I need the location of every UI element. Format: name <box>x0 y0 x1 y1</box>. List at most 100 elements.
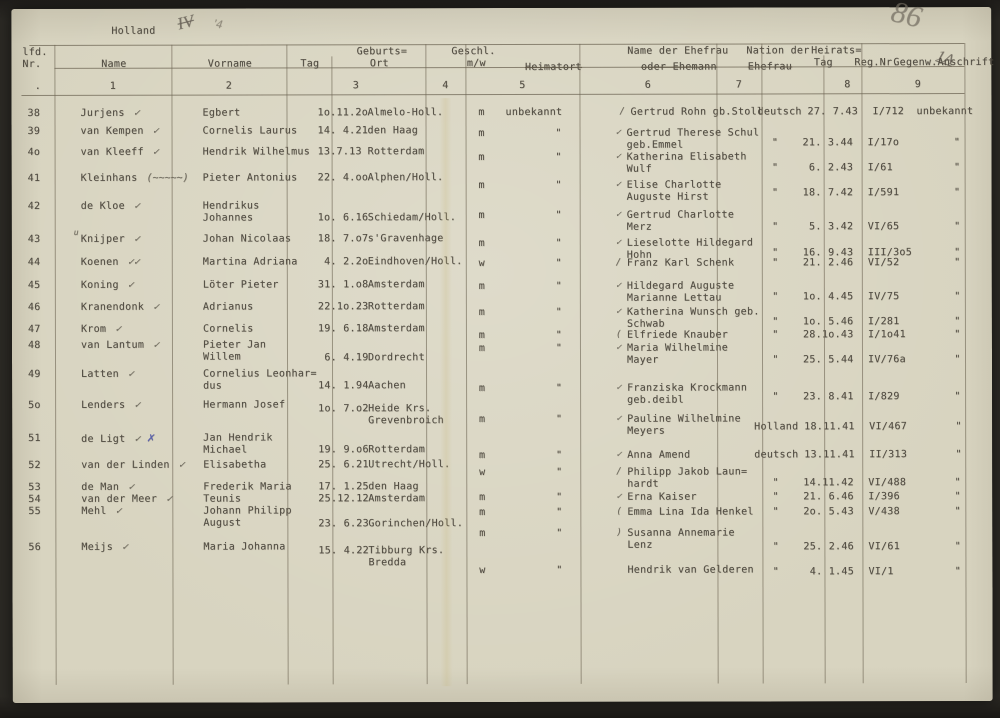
cell-vorname: Cornelis Laurus <box>202 125 298 137</box>
pencil-check-mark: ✓✓ <box>127 256 140 268</box>
name-text: van der Meer <box>81 493 158 505</box>
pencil-check-mark: ✓ <box>133 200 140 212</box>
cell-geschlecht: w <box>479 467 486 479</box>
cell-name: Kleinhans (~~~~~) <box>61 173 198 185</box>
cell-vorname: Elisabetha <box>203 459 267 471</box>
header-reg-nr: Reg.Nr. <box>854 57 899 69</box>
name-text: Mehl <box>81 505 107 517</box>
pencil-check-mark: ✓ <box>128 481 135 493</box>
pencil-check-mark: ✓ <box>615 237 622 248</box>
name-text: Kranendonk <box>80 301 145 313</box>
header-nr-dot: . <box>34 80 42 92</box>
pencil-check-mark: ✓ <box>121 541 129 553</box>
cell-vorname: Martina Adriana <box>202 256 298 268</box>
cell-reg-nr: I/591 <box>867 187 900 199</box>
name-text: Meijs <box>81 541 114 553</box>
name-text: van Kempen <box>80 125 144 137</box>
pencil-check-mark: ✓ <box>615 179 622 190</box>
cell-name: van Lantum ✓ <box>61 340 198 352</box>
cell-vorname: Löter Pieter <box>202 279 279 291</box>
cell-name: van Kleeff ✓ <box>61 147 198 159</box>
scanned-registry-page: Holland IV '4 86 1A lfd. Geburts= Geschl… <box>11 0 995 704</box>
cell-heimatort: " <box>556 527 563 539</box>
header-gegenw-anschrift: Gegenw.Anschrift <box>893 56 995 69</box>
pencil-check-mark: ✓ <box>616 413 622 424</box>
name-text: Jurjens <box>80 107 125 119</box>
cell-gegenw-anschrift: " <box>954 257 961 269</box>
cell-gegenw-anschrift: " <box>954 354 961 366</box>
ehefrau-text: Franz Karl Schenk <box>626 257 735 269</box>
cell-geburts-tag: 14. 4.21 <box>317 125 369 137</box>
cell-name: Latten ✓ <box>61 369 198 381</box>
cell-vorname: Cornelius Leonhar= dus <box>203 368 317 392</box>
pencil-check-mark: ✓ <box>127 368 135 380</box>
name-text: Lenders <box>81 399 126 411</box>
cell-geburts-tag: 23. 6.23 <box>318 518 369 530</box>
col-number-1: 1 <box>109 80 117 92</box>
cell-name: van der Linden ✓ <box>61 460 198 472</box>
pencil-check-mark: / <box>615 257 622 268</box>
cell-vorname: Teunis <box>203 493 242 505</box>
cell-vorname: Hendrik Wilhelmus <box>202 146 311 158</box>
cell-name: Koenen ✓✓ <box>61 257 198 269</box>
pencil-check-mark: ✓ <box>166 493 173 505</box>
cell-name: Kranendonk ✓ <box>61 302 198 314</box>
pencil-check-mark: ✓ <box>152 125 159 137</box>
name-text: van Lantum <box>80 339 145 351</box>
cell-heimatort: " <box>555 382 563 394</box>
cell-heimatort: " <box>555 179 562 191</box>
pencil-check-mark: ✓ <box>133 107 140 119</box>
cell-nation: " <box>772 221 779 233</box>
cell-vorname: Pieter Jan Willem <box>202 339 267 363</box>
cell-vorname: Hendrikus Johannes <box>202 200 260 224</box>
cell-heimatort: " <box>555 413 563 425</box>
name-text: de Man <box>81 481 120 493</box>
cell-heirats-tag: 27. 7.43 <box>807 106 859 118</box>
pencil-overmark: u <box>73 227 79 237</box>
cell-name: Jurjens ✓ <box>60 108 197 120</box>
name-text: van Kleeff <box>80 146 144 158</box>
name-text: van der Linden <box>81 459 170 471</box>
cell-geburts-tag: 19. 6.18 <box>317 323 369 335</box>
header-mw: m/w <box>466 58 486 70</box>
cell-vorname: Adrianus <box>202 301 254 313</box>
cell-name: Krom ✓ <box>61 324 198 336</box>
cell-geburts-tag: 19. 9.o6 <box>318 444 369 456</box>
cell-geburts-tag: 22. 4.oo <box>317 172 369 184</box>
pencil-check-mark: ✓ <box>153 301 160 313</box>
cell-vorname: Johann Philipp August <box>203 505 292 529</box>
cell-geburts-tag: 1o. 6.16 <box>317 212 369 224</box>
col-number-9: 9 <box>914 79 922 91</box>
cell-vorname: Hermann Josef <box>203 399 286 411</box>
cell-heimatort: " <box>556 564 563 576</box>
cell-geschlecht: m <box>478 107 485 119</box>
pencil-check-mark: ✓ <box>152 146 159 158</box>
cell-ehefrau: ✓ Maria Wilhelmine Mayer <box>616 342 753 366</box>
cell-heimatort: " <box>555 209 562 221</box>
cell-gegenw-anschrift: " <box>954 221 961 233</box>
pencil-check-mark: ✓ <box>615 306 622 317</box>
col-number-3: 3 <box>352 80 360 92</box>
cell-geschlecht: w <box>478 258 485 270</box>
cell-heirats-tag: 25. 5.44 <box>802 354 854 366</box>
cell-heimatort: " <box>555 342 563 354</box>
name-text: Knijper <box>80 233 126 245</box>
pencil-check-mark: ✓ <box>616 382 622 393</box>
cell-geburts-tag: 13.7.13 <box>317 146 362 158</box>
cell-geschlecht: m <box>478 383 486 395</box>
cell-heimatort: " <box>555 257 562 269</box>
col-number-6: 6 <box>644 79 652 91</box>
cell-geburts-tag: 17. 1.25 <box>318 481 369 493</box>
name-text: Krom <box>80 323 107 335</box>
cell-geschlecht: m <box>478 281 486 293</box>
cell-reg-nr: VI/65 <box>867 221 900 233</box>
cell-name: de Ligt ✓ ✗ <box>61 430 198 446</box>
cell-geschlecht: m <box>478 343 486 355</box>
cell-heimatort: " <box>555 306 563 318</box>
cell-name: de Man ✓ <box>61 482 198 494</box>
pencil-check-mark: ✓ <box>134 399 141 411</box>
header-ehefrau-2: oder Ehemann <box>640 61 717 73</box>
cell-name: van der Meer ✓ <box>61 494 198 506</box>
header-nr: Nr. <box>22 58 42 71</box>
cell-name: Knijper ✓ u <box>61 228 198 246</box>
